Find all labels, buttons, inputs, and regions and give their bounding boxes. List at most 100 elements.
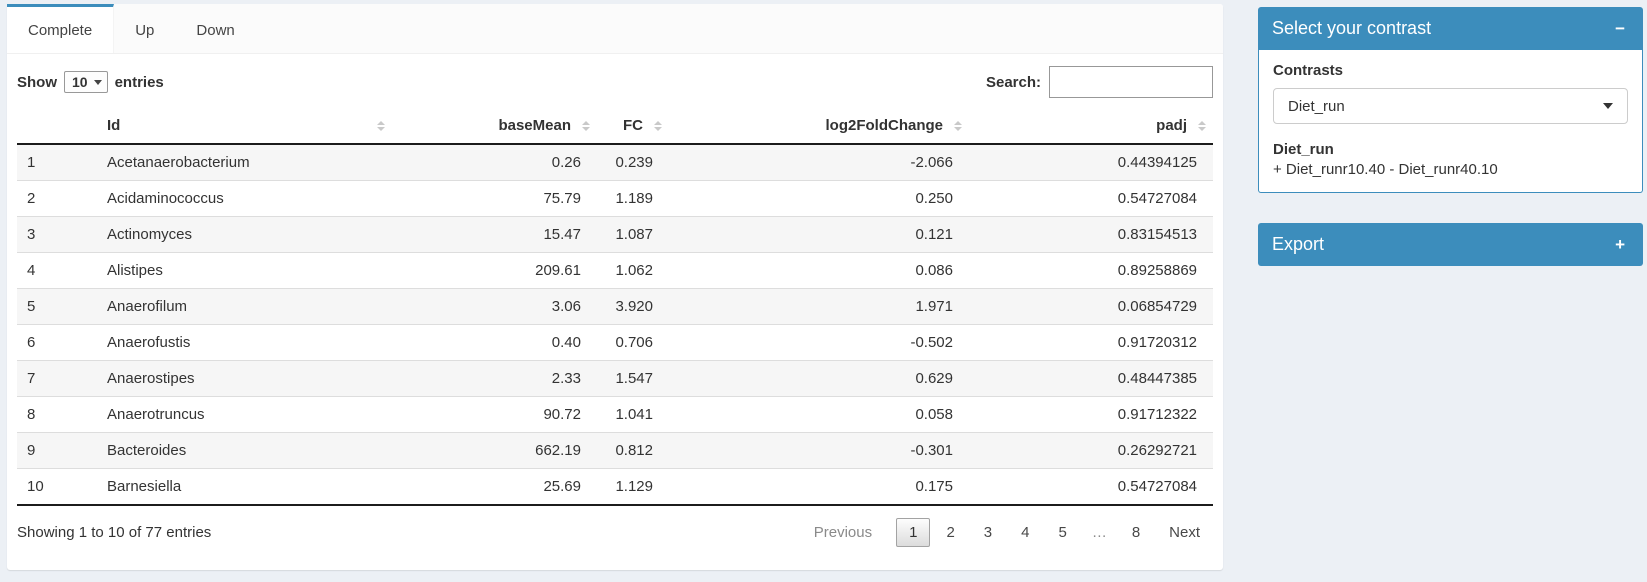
cell-id: Acidaminococcus [97, 180, 392, 217]
cell-padj: 0.44394125 [1117, 154, 1197, 171]
cell-index: 8 [17, 396, 97, 433]
pagination-previous[interactable]: Previous [813, 524, 873, 541]
table-row[interactable]: 6 Anaerofustis 0.40 0.706 -0.502 0.91720312 [17, 324, 1213, 361]
expand-plus-icon[interactable]: + [1615, 235, 1625, 254]
page-length-value: 10 [72, 74, 88, 90]
cell-log2foldchange: -0.502 [669, 324, 969, 361]
sort-icon [582, 120, 590, 131]
cell-log2foldchange: 0.086 [669, 252, 969, 289]
contrast-box-title: Select your contrast [1272, 18, 1432, 38]
cell-padj: 0.54727084 [969, 468, 1213, 506]
cell-log2foldchange: 0.058 [669, 396, 969, 433]
table-row[interactable]: 10 Barnesiella 25.69 1.129 0.175 0.54727084 [17, 468, 1213, 506]
entries-label: entries [114, 73, 164, 91]
cell-log2foldchange: 0.121 [669, 216, 969, 253]
contrast-select[interactable]: Diet_run [1273, 88, 1628, 124]
sort-icon [654, 120, 662, 131]
cell-basemean: 662.19 [392, 432, 597, 469]
search-control: Search: [986, 66, 1213, 98]
show-label: Show [17, 73, 57, 91]
cell-index: 9 [17, 432, 97, 469]
cell-index: 2 [17, 180, 97, 217]
page-button-1[interactable]: 1 [896, 518, 931, 547]
cell-index: 4 [17, 252, 97, 289]
cell-fc: 1.041 [597, 396, 669, 433]
cell-padj: 0.89258869 [969, 252, 1213, 289]
cell-id: Barnesiella [97, 468, 392, 506]
cell-basemean: 75.79 [392, 180, 597, 217]
page-button-5[interactable]: 5 [1058, 524, 1067, 541]
cell-id: Anaerotruncus [97, 396, 392, 433]
table-row[interactable]: 5 Anaerofilum 3.06 3.920 1.971 0.06854729 [17, 288, 1213, 325]
page-button-4[interactable]: 4 [1021, 524, 1030, 541]
search-label: Search: [985, 73, 1041, 91]
table-controls: Show 10 entries Search: [7, 54, 1223, 108]
cell-padj: 0.91720312 [969, 324, 1213, 361]
tab-complete[interactable]: Complete [7, 4, 115, 53]
contrast-formula: + Diet_runr10.40 - Diet_runr40.10 [1273, 161, 1498, 178]
table-body: 1 Acetanaerobacterium 0.26 0.239 -2.066 0.443… [17, 144, 1213, 506]
page-button-3[interactable]: 3 [983, 524, 993, 541]
column-header-padj[interactable]: padj [969, 108, 1213, 145]
table-footer: Showing 1 to 10 of 77 entries Previous 1 2… [7, 506, 1223, 547]
sort-icon [1198, 120, 1206, 131]
column-header-fc[interactable]: FC [597, 108, 669, 145]
cell-fc: 1.129 [597, 468, 669, 506]
cell-log2foldchange: 0.629 [669, 360, 969, 397]
export-box-header[interactable]: Export + [1258, 223, 1643, 266]
pagination-ellipsis: … [1091, 524, 1107, 541]
search-input[interactable] [1049, 66, 1213, 98]
cell-index: 1 [27, 154, 36, 171]
cell-fc: 1.189 [597, 180, 669, 217]
column-header-log2foldchange[interactable]: log2FoldChange [669, 108, 969, 145]
column-header-basemean[interactable]: baseMean [392, 108, 597, 145]
cell-fc: 0.706 [597, 324, 669, 361]
collapse-minus-icon[interactable]: − [1615, 19, 1625, 38]
cell-fc: 1.062 [597, 252, 669, 289]
cell-padj: 0.48447385 [969, 360, 1213, 397]
cell-basemean: 2.33 [392, 360, 597, 397]
table-row[interactable]: 1 Acetanaerobacterium 0.26 0.239 -2.066 0.443… [17, 144, 1213, 181]
cell-fc: 3.920 [597, 288, 669, 325]
contrast-box-body: Contrasts Diet_run Diet_run + Diet_runr1… [1258, 50, 1643, 193]
contrast-name: Diet_run [1273, 141, 1334, 158]
page-button-8[interactable]: 8 [1131, 524, 1141, 541]
column-label: baseMean [498, 117, 571, 134]
table-row[interactable]: 3 Actinomyces 15.47 1.087 0.121 0.83154513 [17, 216, 1213, 253]
pagination-next[interactable]: Next [1169, 524, 1200, 541]
contrast-box: Select your contrast − Contrasts Diet_ru… [1258, 7, 1643, 193]
cell-basemean: 15.47 [392, 216, 597, 253]
export-box-title: Export [1272, 234, 1325, 254]
cell-padj: 0.83154513 [969, 216, 1213, 253]
pagination: Previous 1 2 3 4 5 … 8 Next [798, 518, 1213, 547]
table-row[interactable]: 8 Anaerotruncus 90.72 1.041 0.058 0.91712322 [17, 396, 1213, 433]
table-info: Showing 1 to 10 of 77 entries [17, 524, 212, 541]
contrast-box-header[interactable]: Select your contrast − [1258, 7, 1643, 50]
cell-log2foldchange: 0.250 [669, 180, 969, 217]
contrast-select-value: Diet_run [1288, 97, 1345, 115]
cell-log2foldchange: 1.971 [669, 288, 969, 325]
cell-log2foldchange: -0.301 [669, 432, 969, 469]
column-header-id[interactable]: Id [97, 108, 392, 145]
table-row[interactable]: 4 Alistipes 209.61 1.062 0.086 0.89258869 [17, 252, 1213, 289]
tab-down[interactable]: Down [196, 21, 235, 39]
cell-id: Acetanaerobacterium [107, 154, 250, 171]
contrasts-label: Contrasts [1273, 62, 1344, 79]
column-header-index [17, 108, 97, 145]
table-row[interactable]: 9 Bacteroides 662.19 0.812 -0.301 0.26292721 [17, 432, 1213, 469]
cell-padj: 0.91712322 [969, 396, 1213, 433]
page-button-2[interactable]: 2 [946, 524, 955, 541]
table-row[interactable]: 7 Anaerostipes 2.33 1.547 0.629 0.48447385 [17, 360, 1213, 397]
cell-padj: 0.06854729 [969, 288, 1213, 325]
cell-id: Anaerostipes [97, 360, 392, 397]
table-row[interactable]: 2 Acidaminococcus 75.79 1.189 0.250 0.5472708… [17, 180, 1213, 217]
sort-icon [377, 120, 385, 131]
cell-id: Anaerofilum [97, 288, 392, 325]
cell-padj: 0.26292721 [969, 432, 1213, 469]
sort-icon [954, 120, 962, 131]
cell-log2foldchange: 0.175 [669, 468, 969, 506]
caret-down-icon [1603, 103, 1613, 109]
page-length-select[interactable]: 10 [64, 71, 108, 93]
tab-up[interactable]: Up [135, 21, 155, 39]
